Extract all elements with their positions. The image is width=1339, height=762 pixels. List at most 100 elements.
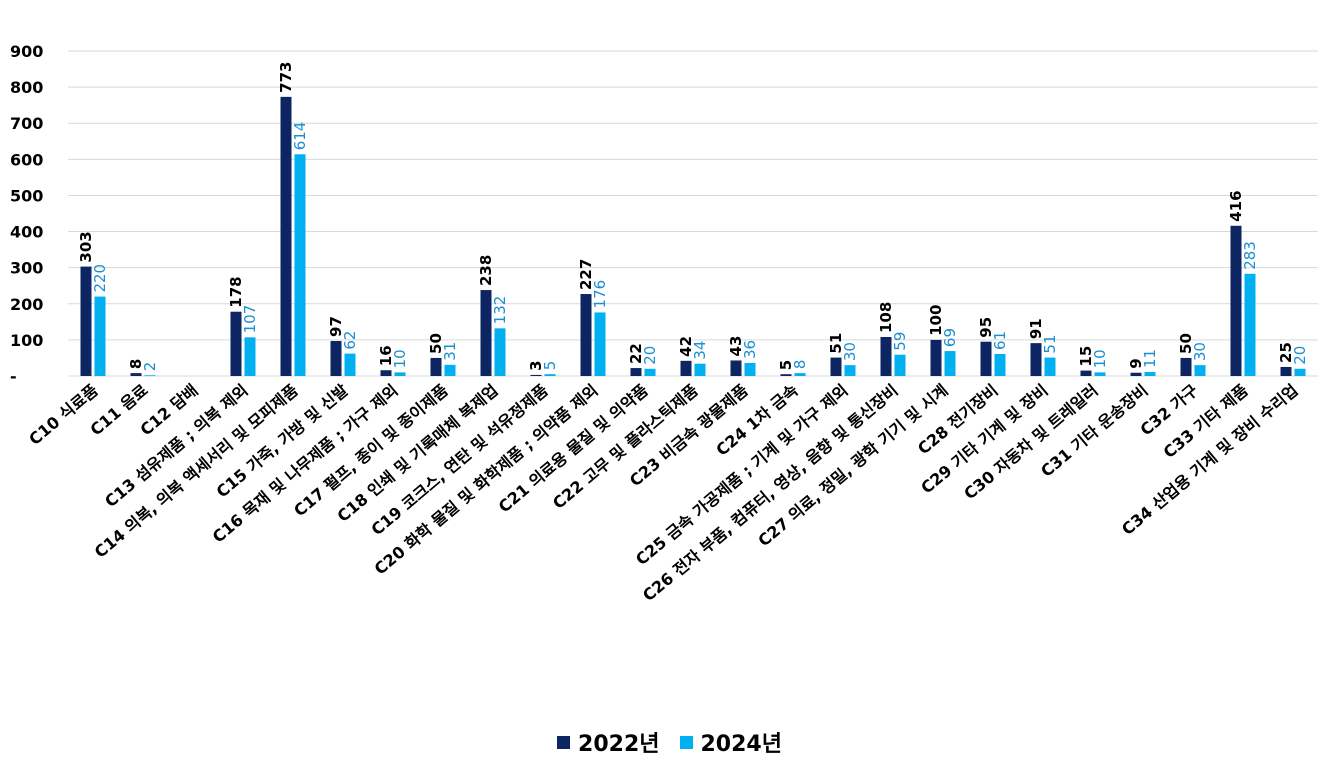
gridlines: [68, 50, 1318, 377]
bar-2022-18[interactable]: [980, 341, 992, 376]
y-tick-label: 900: [10, 42, 43, 61]
data-label-2022: 227: [577, 259, 595, 290]
bar-2022-8[interactable]: [480, 290, 492, 376]
bar-2024-22[interactable]: [1194, 365, 1206, 376]
data-label-2022: 50: [1177, 333, 1195, 354]
legend-label-2024: 2024년: [700, 732, 782, 757]
bar-2024-17[interactable]: [944, 351, 956, 376]
y-tick-label: 500: [10, 186, 43, 205]
bar-2022-10[interactable]: [580, 294, 592, 376]
data-label-2024: 2: [141, 362, 159, 372]
x-tick-label: C10 식료품: [25, 380, 102, 449]
bar-2024-11[interactable]: [644, 368, 656, 376]
bar-2024-7[interactable]: [444, 364, 456, 376]
bar-2022-16[interactable]: [880, 337, 892, 376]
data-label-2022: 97: [327, 316, 345, 337]
legend-swatch-2024: [679, 735, 693, 749]
data-label-2024: 20: [641, 346, 659, 365]
bar-2022-5[interactable]: [330, 340, 342, 376]
bar-2024-12[interactable]: [694, 363, 706, 376]
bar-2022-21[interactable]: [1130, 372, 1142, 376]
bar-2022-23[interactable]: [1230, 225, 1242, 376]
data-label-2024: 20: [1291, 346, 1309, 365]
data-label-2022: 8: [127, 359, 145, 369]
bar-2024-16[interactable]: [894, 354, 906, 376]
bar-2022-11[interactable]: [630, 368, 642, 376]
bar-2024-20[interactable]: [1094, 372, 1106, 376]
bar-2024-6[interactable]: [394, 372, 406, 376]
data-label-2024: 34: [691, 341, 709, 360]
data-label-2022: 3: [527, 360, 545, 370]
data-label-2024: 69: [941, 328, 959, 347]
data-label-2024: 8: [791, 360, 809, 370]
bar-2022-9[interactable]: [530, 374, 542, 376]
y-tick-label: 700: [10, 114, 43, 133]
bar-2022-3[interactable]: [230, 311, 242, 376]
legend-label-2022: 2022년: [578, 732, 660, 757]
bar-2024-19[interactable]: [1044, 357, 1056, 376]
data-label-2024: 176: [591, 280, 609, 309]
data-label-2022: 303: [77, 231, 95, 262]
bar-2024-10[interactable]: [594, 312, 606, 376]
legend: 2022년 2024년: [0, 726, 1339, 758]
data-label-2024: 36: [741, 340, 759, 359]
data-label-2022: 16: [377, 345, 395, 366]
bar-2022-7[interactable]: [430, 357, 442, 376]
bar-2024-9[interactable]: [544, 374, 556, 376]
bar-2022-15[interactable]: [830, 357, 842, 376]
data-label-2024: 30: [1191, 342, 1209, 361]
data-label-2024: 10: [391, 349, 409, 368]
bar-2024-5[interactable]: [344, 353, 356, 376]
data-label-2024: 5: [541, 361, 559, 371]
legend-item-2024[interactable]: 2024년: [679, 726, 782, 758]
data-label-2024: 107: [241, 305, 259, 334]
y-tick-label: 300: [10, 259, 43, 278]
y-tick-label: 200: [10, 295, 43, 314]
bar-2022-6[interactable]: [380, 370, 392, 376]
bar-2024-21[interactable]: [1144, 372, 1156, 376]
bar-2022-17[interactable]: [930, 339, 942, 376]
data-label-2024: 283: [1241, 241, 1259, 270]
bar-2022-12[interactable]: [680, 360, 692, 376]
bar-2022-0[interactable]: [80, 266, 92, 376]
y-tick-label: -: [10, 367, 17, 386]
data-labels: 3032208217810777361497621610503123813235…: [77, 62, 1309, 372]
bar-2024-18[interactable]: [994, 353, 1006, 376]
bar-2024-14[interactable]: [794, 373, 806, 376]
data-label-2022: 773: [277, 62, 295, 93]
data-label-2024: 59: [891, 332, 909, 351]
y-tick-label: 800: [10, 78, 43, 97]
bar-2022-13[interactable]: [730, 360, 742, 376]
bar-2024-15[interactable]: [844, 365, 856, 376]
bar-2022-24[interactable]: [1280, 366, 1292, 376]
data-label-2022: 5: [777, 360, 795, 370]
bar-2024-8[interactable]: [494, 328, 506, 376]
bar-2022-14[interactable]: [780, 374, 792, 376]
data-label-2024: 132: [491, 296, 509, 325]
data-label-2022: 42: [677, 336, 695, 357]
legend-item-2022[interactable]: 2022년: [557, 726, 660, 758]
data-label-2024: 614: [291, 122, 309, 151]
bar-2024-3[interactable]: [244, 337, 256, 376]
data-label-2022: 25: [1277, 342, 1295, 363]
data-label-2024: 220: [91, 264, 109, 293]
bar-2024-0[interactable]: [94, 296, 106, 376]
bar-2022-19[interactable]: [1030, 343, 1042, 376]
bar-2024-1[interactable]: [144, 375, 156, 377]
data-label-2022: 9: [1127, 358, 1145, 368]
bar-2024-24[interactable]: [1294, 368, 1306, 376]
data-label-2024: 11: [1141, 349, 1159, 368]
bar-2022-4[interactable]: [280, 96, 292, 376]
data-label-2022: 238: [477, 255, 495, 286]
bar-2022-20[interactable]: [1080, 370, 1092, 376]
data-label-2022: 95: [977, 317, 995, 338]
data-label-2022: 100: [927, 305, 945, 336]
data-label-2022: 15: [1077, 346, 1095, 367]
bar-2024-13[interactable]: [744, 363, 756, 376]
data-label-2024: 51: [1041, 334, 1059, 353]
bar-2022-22[interactable]: [1180, 357, 1192, 376]
bar-2022-1[interactable]: [130, 373, 142, 376]
bar-2024-23[interactable]: [1244, 273, 1256, 376]
bar-2024-4[interactable]: [294, 154, 306, 376]
